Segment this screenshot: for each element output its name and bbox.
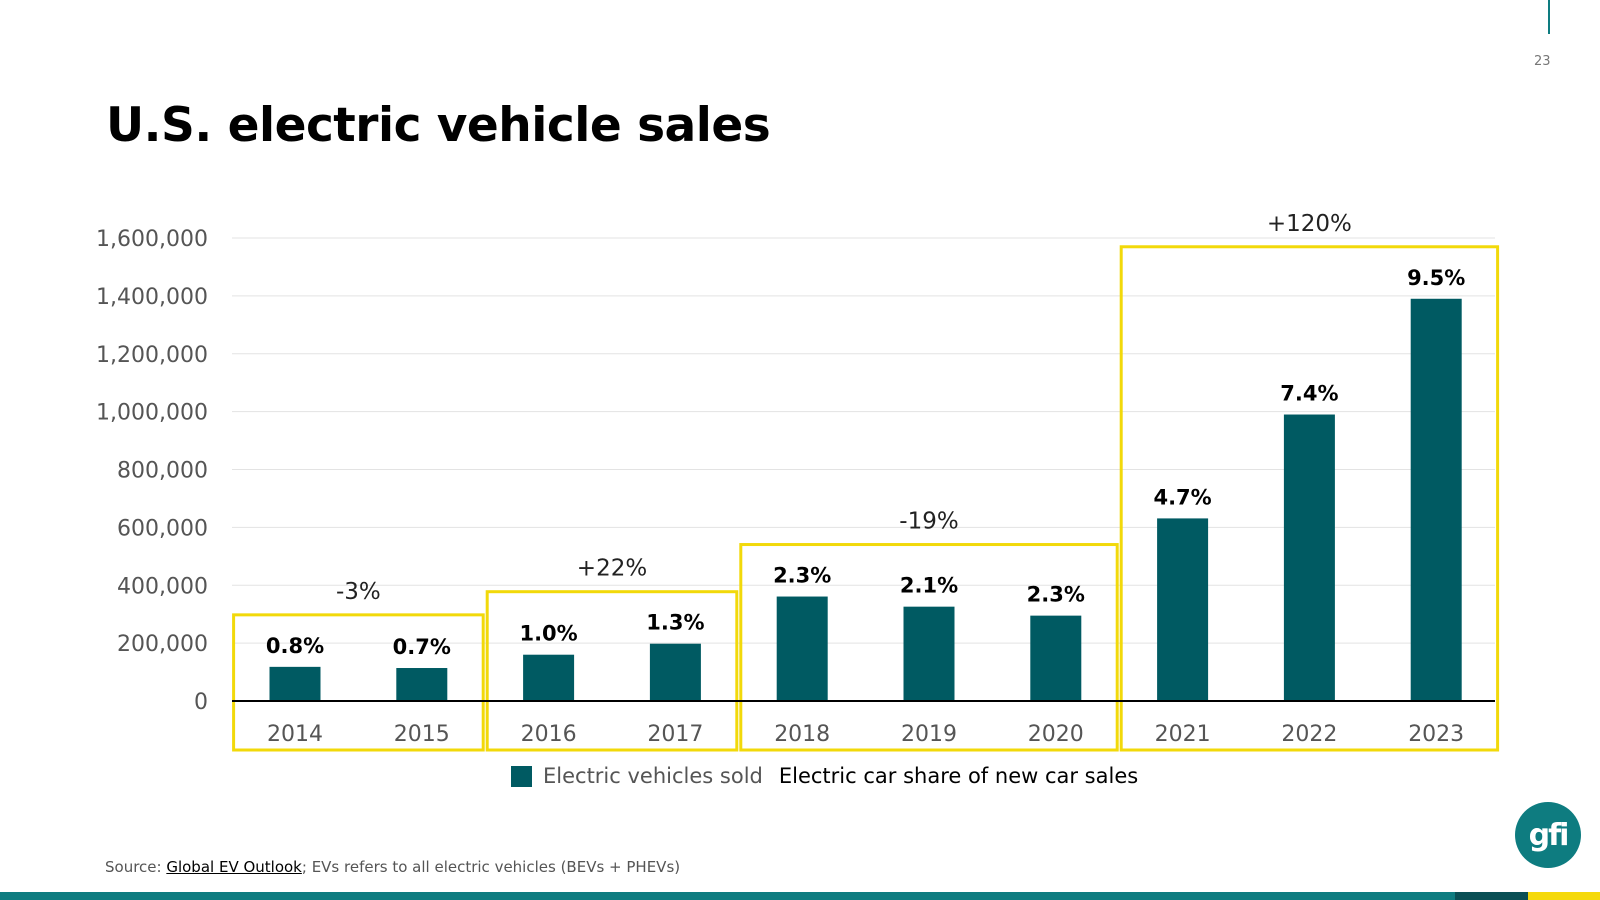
highlight-box-4	[1119, 245, 1500, 752]
group-highlight-boxes	[232, 245, 1500, 752]
legend-swatch-ev-sold	[511, 765, 532, 787]
x-tick-label: 2014	[267, 722, 323, 747]
share-label-2018: 2.3%	[773, 564, 831, 588]
x-tick-label: 2016	[521, 722, 577, 747]
highlight-box-2	[485, 590, 739, 752]
bar-2015	[396, 668, 448, 701]
source-link[interactable]: Global EV Outlook	[166, 858, 302, 876]
bar-2023	[1410, 298, 1462, 701]
y-tick-label: 1,200,000	[96, 343, 208, 368]
y-axis-tick-labels: 0 200,000 400,000 600,000 800,000 1,000,000 1,…	[96, 227, 208, 715]
share-label-2020: 2.3%	[1027, 583, 1085, 607]
growth-annotation-2: +22%	[577, 556, 647, 582]
bar-2016	[523, 654, 575, 701]
top-accent-line	[1548, 0, 1550, 34]
growth-annotation-1: -3%	[336, 579, 381, 605]
share-label-2019: 2.1%	[900, 574, 958, 598]
bar-2017	[649, 643, 701, 701]
bar-2019	[903, 606, 955, 701]
legend-label-ev-sold: Electric vehicles sold	[543, 764, 763, 788]
x-tick-label: 2020	[1028, 722, 1084, 747]
page-number: 23	[1534, 54, 1551, 69]
share-label-2014: 0.8%	[266, 634, 324, 658]
x-tick-label: 2021	[1155, 722, 1211, 747]
bars	[269, 298, 1462, 701]
x-tick-label: 2015	[394, 722, 450, 747]
gfi-logo: gfi	[1515, 802, 1581, 868]
chart-legend: Electric vehicles sold Electric car shar…	[511, 764, 1138, 788]
source-prefix: Source:	[105, 858, 167, 876]
x-tick-label: 2018	[774, 722, 830, 747]
bottom-brand-bar	[0, 892, 1600, 900]
y-tick-label: 1,400,000	[96, 285, 208, 310]
highlight-box-3	[739, 543, 1119, 752]
x-axis-tick-labels: 2014 2015 2016 2017 2018 2019 2020 2021 2022 2023	[267, 722, 1464, 747]
source-note: Source: Global EV Outlook; EVs refers to…	[105, 858, 680, 876]
bottom-bar-teal	[0, 892, 1455, 900]
y-tick-label: 400,000	[117, 574, 208, 599]
y-tick-label: 200,000	[117, 632, 208, 657]
growth-annotations: -3% +22% -19% +120%	[336, 211, 1352, 605]
x-tick-label: 2023	[1408, 722, 1464, 747]
x-tick-label: 2017	[647, 722, 703, 747]
share-label-2017: 1.3%	[646, 611, 704, 635]
bottom-bar-dark	[1455, 892, 1528, 900]
growth-annotation-3: -19%	[899, 509, 958, 535]
x-tick-label: 2019	[901, 722, 957, 747]
x-tick-label: 2022	[1281, 722, 1337, 747]
growth-annotation-4: +120%	[1267, 211, 1352, 237]
bottom-bar-yellow	[1528, 892, 1600, 900]
bar-2014	[269, 666, 321, 701]
share-label-2015: 0.7%	[393, 635, 451, 659]
share-label-2022: 7.4%	[1280, 382, 1338, 406]
bar-2021	[1157, 518, 1209, 701]
share-label-2021: 4.7%	[1153, 485, 1211, 509]
bar-2018	[776, 596, 828, 701]
source-suffix: ; EVs refers to all electric vehicles (B…	[301, 858, 681, 876]
bar-2022	[1283, 414, 1335, 701]
share-label-2016: 1.0%	[519, 622, 577, 646]
y-tick-label: 600,000	[117, 516, 208, 541]
highlight-box-1	[232, 613, 485, 752]
y-tick-label: 1,600,000	[96, 227, 208, 252]
y-tick-label: 0	[194, 690, 208, 715]
y-tick-label: 1,000,000	[96, 401, 208, 426]
gridlines	[232, 237, 1495, 644]
legend-label-share: Electric car share of new car sales	[778, 764, 1139, 788]
share-data-labels: 0.8% 0.7% 1.0% 1.3% 2.3% 2.1% 2.3% 4.7% 7.4% 9.5%	[266, 266, 1465, 659]
bar-2020	[1030, 615, 1082, 701]
y-tick-label: 800,000	[117, 459, 208, 484]
share-label-2023: 9.5%	[1407, 266, 1465, 290]
page-title: U.S. electric vehicle sales	[106, 98, 771, 153]
